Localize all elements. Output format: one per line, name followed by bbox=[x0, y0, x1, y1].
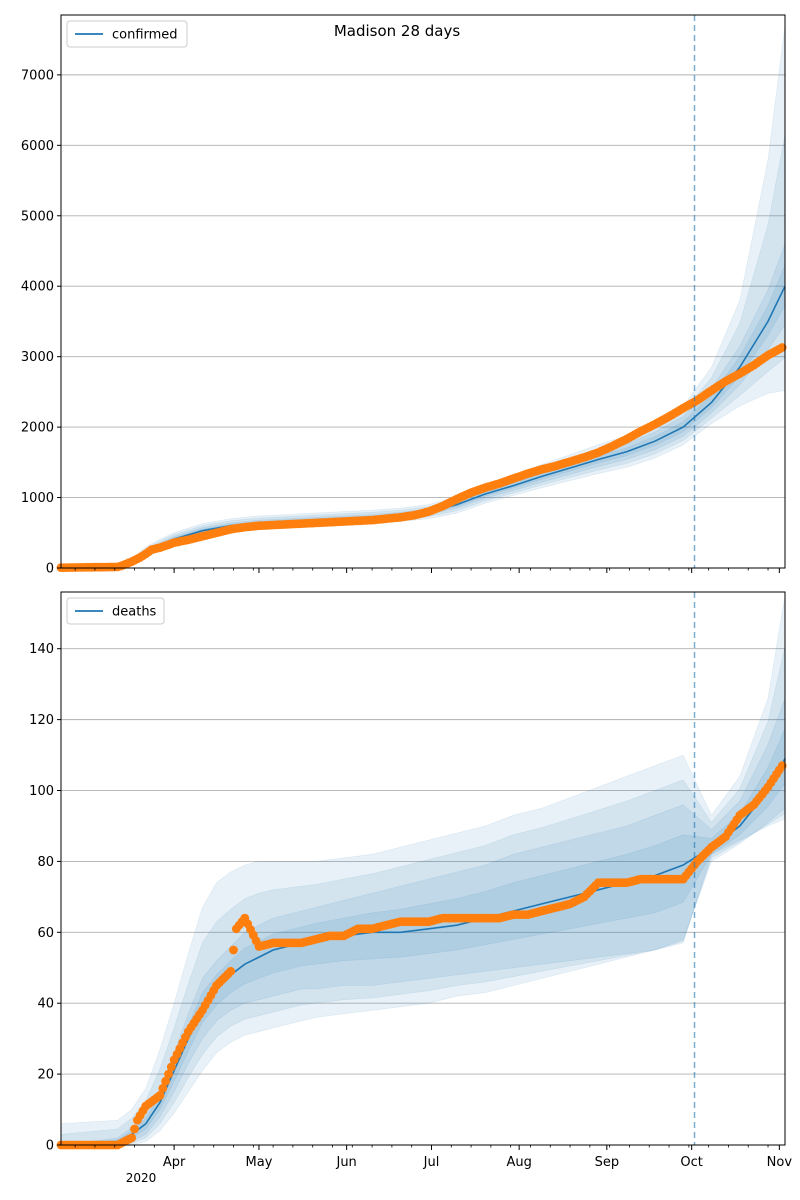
x-month-label: Jun bbox=[335, 1155, 356, 1170]
deaths-legend-label: deaths bbox=[112, 605, 157, 620]
deaths-x-ticks bbox=[74, 1145, 780, 1150]
deaths-panel: 0 20 40 60 80 100 120 140 deaths bbox=[29, 591, 787, 1154]
deaths-observed-point bbox=[166, 1062, 176, 1072]
x-month-label: Nov bbox=[767, 1155, 793, 1170]
confirmed-y-tick-label: 2000 bbox=[21, 421, 54, 436]
confirmed-y-tick-label: 7000 bbox=[21, 68, 54, 83]
deaths-y-tick-label: 20 bbox=[37, 1068, 54, 1083]
deaths-observed-point bbox=[777, 761, 787, 771]
deaths-y-tick-label: 140 bbox=[29, 642, 54, 657]
x-axis-month-labels: Apr May Jun Jul Aug Sep Oct Nov bbox=[163, 1155, 792, 1170]
x-axis-year-label: 2020 bbox=[126, 1171, 157, 1185]
deaths-y-tick-label: 80 bbox=[37, 855, 54, 870]
x-month-label: Sep bbox=[595, 1155, 620, 1170]
deaths-axes-box bbox=[60, 591, 786, 1146]
deaths-uncertainty-bands bbox=[60, 595, 786, 1146]
deaths-observed-points bbox=[56, 761, 787, 1150]
deaths-axes-frame bbox=[60, 591, 786, 1146]
confirmed-legend: confirmed bbox=[66, 20, 188, 48]
deaths-observed-point bbox=[161, 1076, 171, 1086]
confirmed-legend-label: confirmed bbox=[112, 28, 178, 43]
confirmed-uncertainty-bands bbox=[60, 25, 786, 569]
deaths-gridlines bbox=[61, 648, 785, 1075]
confirmed-observed-point bbox=[777, 343, 787, 352]
deaths-y-tick-label: 100 bbox=[29, 784, 54, 799]
confirmed-panel: 0 1000 2000 3000 4000 5000 6000 7000 confirmed bbox=[21, 14, 787, 577]
deaths-y-tick-label: 0 bbox=[46, 1139, 54, 1154]
confirmed-x-ticks bbox=[74, 568, 780, 573]
confirmed-band-outer bbox=[60, 25, 786, 569]
confirmed-legend-box bbox=[66, 20, 188, 48]
figure-title: Madison 28 days bbox=[334, 22, 461, 40]
deaths-observed-point bbox=[155, 1091, 165, 1100]
x-month-label: Oct bbox=[680, 1155, 702, 1170]
confirmed-y-tick-label: 5000 bbox=[21, 209, 54, 224]
deaths-y-tick-label: 40 bbox=[37, 997, 54, 1012]
deaths-observed-point bbox=[158, 1083, 168, 1093]
deaths-y-tick-label: 60 bbox=[37, 926, 54, 941]
confirmed-axes-box bbox=[60, 14, 786, 569]
confirmed-band-middle bbox=[60, 134, 786, 569]
confirmed-axes-frame bbox=[60, 14, 786, 569]
confirmed-observed-points bbox=[56, 343, 787, 572]
confirmed-y-tick-label: 4000 bbox=[21, 280, 54, 295]
deaths-legend: deaths bbox=[66, 597, 165, 625]
deaths-y-ticks: 0 20 40 60 80 100 120 140 bbox=[29, 642, 61, 1154]
confirmed-y-tick-label: 3000 bbox=[21, 350, 54, 365]
confirmed-gridlines bbox=[61, 74, 785, 499]
deaths-observed-point bbox=[226, 966, 236, 976]
x-month-label: Jul bbox=[423, 1155, 440, 1170]
deaths-observed-point bbox=[127, 1133, 137, 1143]
confirmed-y-ticks: 0 1000 2000 3000 4000 5000 6000 7000 bbox=[21, 68, 61, 577]
confirmed-y-tick-label: 1000 bbox=[21, 491, 54, 506]
confirmed-y-tick-label: 0 bbox=[46, 562, 54, 577]
deaths-legend-box bbox=[66, 597, 165, 625]
x-month-label: Apr bbox=[163, 1155, 186, 1170]
x-month-label: May bbox=[246, 1155, 273, 1170]
deaths-observed-point bbox=[229, 945, 238, 955]
confirmed-y-tick-label: 6000 bbox=[21, 139, 54, 154]
x-month-label: Aug bbox=[506, 1155, 531, 1170]
deaths-observed-point bbox=[164, 1069, 173, 1079]
deaths-y-tick-label: 120 bbox=[29, 713, 54, 728]
deaths-observed-point bbox=[130, 1124, 139, 1134]
